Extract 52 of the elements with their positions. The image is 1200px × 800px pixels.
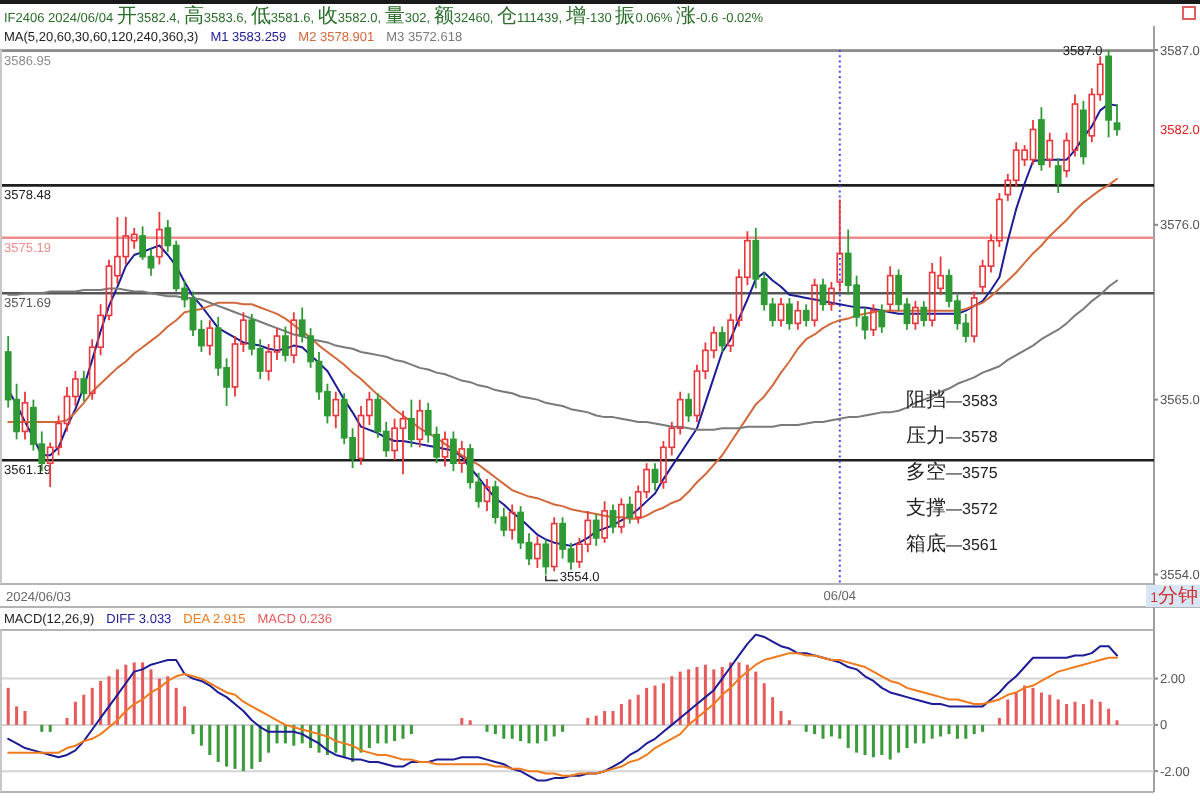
- candlestick: [786, 297, 793, 331]
- candlestick: [290, 311, 298, 364]
- candlestick: [886, 265, 894, 312]
- candlestick: [601, 500, 608, 544]
- candlestick: [450, 430, 457, 473]
- candlestick: [80, 370, 88, 403]
- candlestick: [920, 300, 928, 328]
- candlestick: [811, 277, 818, 328]
- candlestick: [836, 198, 844, 293]
- candlestick: [794, 300, 802, 331]
- candlestick: [685, 392, 692, 423]
- candlestick: [928, 262, 936, 328]
- candlestick: [206, 319, 214, 357]
- candlestick: [21, 390, 29, 441]
- candlestick: [332, 390, 340, 430]
- note: 多空—3575: [906, 462, 998, 484]
- candlestick: [802, 303, 810, 328]
- candlestick: [1012, 141, 1020, 188]
- candlestick: [1054, 157, 1062, 194]
- candlestick: [508, 503, 516, 541]
- candlestick: [1080, 99, 1087, 166]
- candlestick: [391, 417, 398, 461]
- candlestick: [777, 297, 785, 328]
- candlestick: [357, 405, 365, 466]
- candlestick: [492, 479, 499, 525]
- candlestick: [542, 538, 550, 576]
- candlestick: [458, 440, 466, 474]
- candlestick: [282, 325, 289, 363]
- candlestick: [1046, 131, 1054, 169]
- candlestick: [819, 277, 827, 312]
- candlestick: [265, 343, 272, 382]
- note: 箱底—3561: [906, 534, 998, 556]
- candlestick: [130, 227, 138, 250]
- candlestick: [592, 513, 600, 547]
- candlestick: [550, 516, 558, 573]
- candlestick: [399, 409, 407, 476]
- candlestick: [878, 303, 886, 334]
- candlestick: [1029, 119, 1037, 166]
- candlestick: [441, 430, 449, 468]
- candlestick: [139, 225, 146, 261]
- note: 支撑—3572: [906, 498, 998, 520]
- candlestick: [559, 516, 566, 560]
- note: 压力—3578: [906, 426, 998, 448]
- candlestick: [1113, 103, 1121, 137]
- candlestick: [416, 398, 424, 449]
- candlestick: [408, 398, 415, 449]
- candlestick: [626, 495, 634, 525]
- candlestick: [483, 478, 491, 512]
- candlestick: [1038, 106, 1045, 172]
- candlestick: [156, 211, 163, 266]
- candlestick: [718, 325, 726, 353]
- candlestick: [609, 503, 617, 535]
